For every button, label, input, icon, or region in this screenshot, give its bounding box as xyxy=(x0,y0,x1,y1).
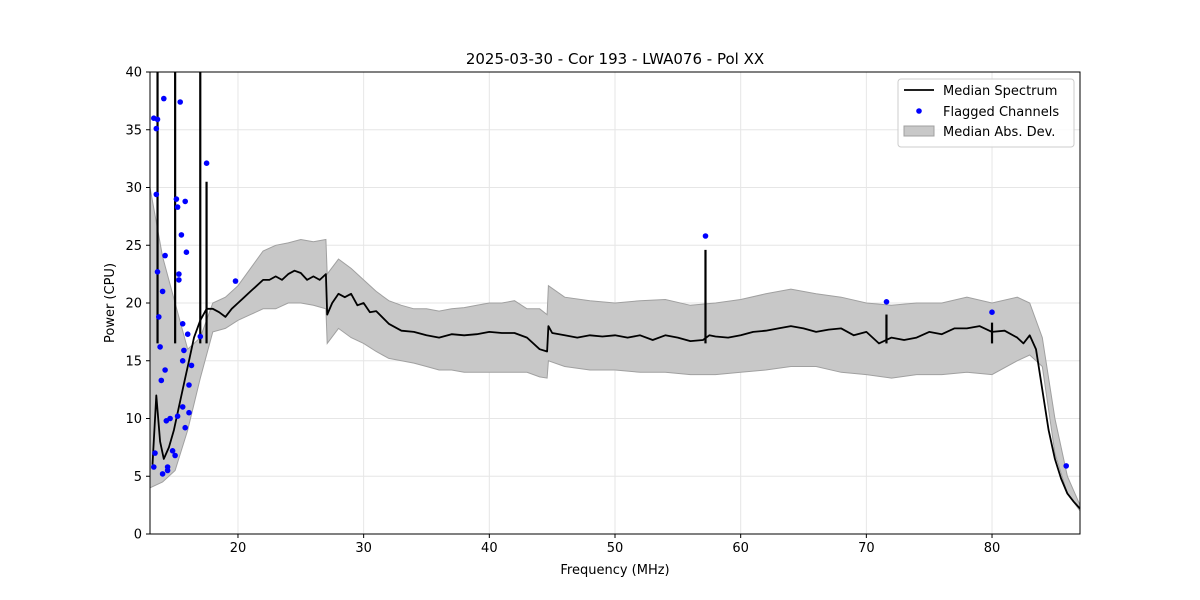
flagged-channel-point xyxy=(162,367,168,373)
y-tick-label: 20 xyxy=(125,297,142,312)
flagged-channel-point xyxy=(174,204,181,210)
flagged-channel-point xyxy=(182,198,188,205)
y-tick-label: 10 xyxy=(125,412,142,427)
x-tick-label: 40 xyxy=(481,541,498,556)
flagged-channel-point xyxy=(172,452,178,459)
y-tick-label: 40 xyxy=(125,66,142,81)
flagged-channel-point xyxy=(159,471,166,477)
flagged-channel-point xyxy=(184,331,191,338)
flagged-channel-point xyxy=(164,464,171,470)
flagged-channel-point xyxy=(179,404,186,410)
flagged-channel-point xyxy=(161,95,167,102)
y-tick-label: 35 xyxy=(125,123,142,138)
flagged-channel-point xyxy=(182,424,188,431)
flagged-channel-point xyxy=(1063,463,1069,469)
flagged-channel-point xyxy=(176,271,182,277)
x-axis: 20 30 40 50 60 70 80 xyxy=(230,534,1001,556)
flagged-channel-point xyxy=(158,377,165,384)
flagged-channel-point xyxy=(232,278,239,284)
flagged-channel-point xyxy=(173,196,180,202)
y-axis-label: Power (CPU) xyxy=(103,263,118,343)
legend-label-flagged: Flagged Channels xyxy=(943,105,1059,120)
flagged-channel-point xyxy=(153,191,160,198)
legend-band-swatch xyxy=(903,125,935,137)
x-tick-label: 70 xyxy=(858,541,875,556)
flagged-channel-point xyxy=(186,382,192,388)
flagged-channel-point xyxy=(156,314,162,320)
legend: Median Spectrum Flagged Channels Median … xyxy=(897,78,1075,148)
flagged-channel-point xyxy=(702,233,709,239)
legend-box xyxy=(897,78,1075,148)
flagged-channel-point xyxy=(181,347,187,354)
legend-label-median: Median Spectrum xyxy=(943,84,1057,99)
median-line-layer xyxy=(151,72,1081,510)
y-tick-label: 30 xyxy=(125,181,142,196)
median-spectrum-line xyxy=(151,269,1081,510)
flagged-channel-point xyxy=(989,309,995,316)
flagged-channel-point xyxy=(167,415,173,422)
flagged-channel-point xyxy=(188,362,195,369)
flagged-channel-point xyxy=(179,358,186,364)
flagged-channel-point xyxy=(174,413,181,420)
chart-title: 2025-03-30 - Cor 193 - LWA076 - Pol XX xyxy=(466,50,764,68)
flagged-channel-point xyxy=(197,333,204,340)
flagged-channel-point xyxy=(151,115,157,121)
y-tick-label: 0 xyxy=(134,528,142,543)
flag-points-layer xyxy=(151,95,1069,477)
y-axis: 0 5 10 15 20 25 30 35 40 xyxy=(125,66,150,543)
x-tick-label: 80 xyxy=(984,541,1001,556)
flagged-channel-point xyxy=(151,464,157,470)
flagged-channel-point xyxy=(179,321,186,327)
flagged-channel-point xyxy=(186,409,192,416)
flagged-channel-point xyxy=(154,269,161,275)
flagged-channel-point xyxy=(162,252,168,259)
x-tick-label: 30 xyxy=(355,541,372,556)
x-axis-label: Frequency (MHz) xyxy=(560,563,669,578)
flagged-channel-point xyxy=(203,160,210,166)
flagged-channel-point xyxy=(153,125,160,132)
legend-point-swatch xyxy=(916,108,922,114)
flagged-channel-point xyxy=(159,288,166,295)
flagged-channel-point xyxy=(152,450,158,456)
y-tick-label: 25 xyxy=(125,239,142,254)
y-tick-label: 15 xyxy=(125,354,142,369)
flagged-channel-point xyxy=(177,99,183,105)
flagged-channel-point xyxy=(169,448,176,454)
flagged-channel-point xyxy=(178,232,185,238)
y-tick-label: 5 xyxy=(134,470,142,485)
legend-label-mad: Median Abs. Dev. xyxy=(943,125,1055,140)
flagged-channel-point xyxy=(883,299,890,305)
flagged-channel-point xyxy=(183,249,190,255)
flagged-channel-point xyxy=(176,277,182,283)
x-tick-label: 20 xyxy=(230,541,247,556)
flagged-channel-point xyxy=(157,344,163,350)
x-tick-label: 50 xyxy=(607,541,624,556)
x-tick-label: 60 xyxy=(732,541,749,556)
